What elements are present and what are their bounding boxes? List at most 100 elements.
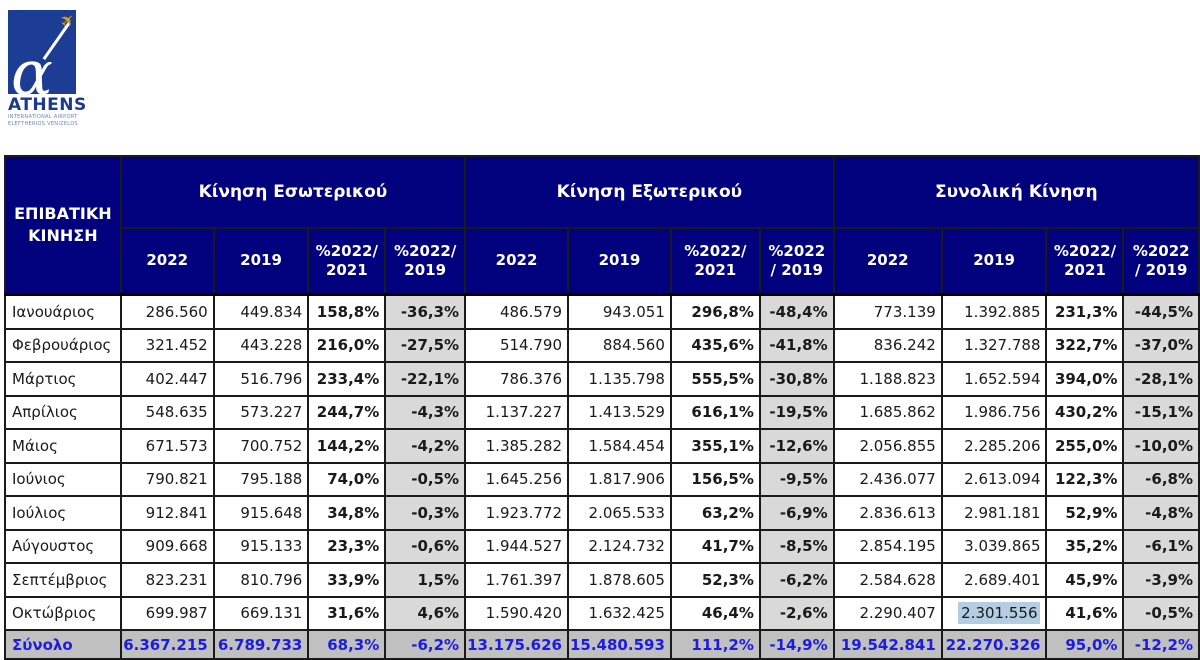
passenger-traffic-table: ΕΠΙΒΑΤΙΚΗ ΚΙΝΗΣΗ Κίνηση Εσωτερικού Κίνηση …: [4, 155, 1200, 660]
value-cell: 1.385.282: [464, 428, 569, 464]
value-cell: 1.590.420: [464, 595, 569, 631]
pct-cell: -6,9%: [758, 495, 835, 531]
row-label: Μάιος: [4, 428, 122, 464]
total-row-label: Σύνολο: [4, 629, 122, 660]
pct-cell: 52,3%: [669, 562, 761, 598]
column-header: %2022 / 2019: [758, 227, 835, 296]
logo-title: ATHENS: [8, 95, 87, 115]
value-cell: 1.986.756: [940, 394, 1048, 430]
pct-cell: 45,9%: [1045, 562, 1125, 598]
value-cell: 1.137.227: [464, 394, 569, 430]
pct-cell: 41,7%: [669, 528, 761, 564]
pct-cell: 41,6%: [1045, 595, 1125, 631]
value-cell: 2.301.556: [940, 595, 1048, 631]
pct-cell: 430,2%: [1045, 394, 1125, 430]
value-cell: 2.290.407: [832, 595, 943, 631]
row-label: Μάρτιος: [4, 361, 122, 397]
total-value-cell: 6.367.215: [119, 629, 215, 660]
value-cell: 321.452: [119, 327, 215, 363]
pct-cell: 23,3%: [307, 528, 387, 564]
alpha-glyph: α: [11, 36, 53, 95]
group-header: Συνολική Κίνηση: [832, 155, 1200, 229]
value-cell: 2.584.628: [832, 562, 943, 598]
pct-cell: 255,0%: [1045, 428, 1125, 464]
row-label: Ιούνιος: [4, 461, 122, 497]
table-row: Οκτώβριος 699.987 669.131 31,6% 4,6% 1.590.42…: [4, 595, 1200, 631]
value-cell: 2.854.195: [832, 528, 943, 564]
logo-subtitle-2: ELEFTHERIOS VENIZELOS: [8, 121, 78, 127]
traffic-table-container: ΕΠΙΒΑΤΙΚΗ ΚΙΝΗΣΗ Κίνηση Εσωτερικού Κίνηση …: [4, 155, 1200, 660]
pct-cell: 231,3%: [1045, 293, 1125, 330]
total-row: Σύνολο 6.367.215 6.789.733 68,3% -6,2% 13.175…: [4, 629, 1200, 660]
pct-cell: 555,5%: [669, 361, 761, 397]
pct-cell: -12,6%: [758, 428, 835, 464]
value-cell: 1.135.798: [566, 361, 672, 397]
value-cell: 2.836.613: [832, 495, 943, 531]
value-cell: 773.139: [832, 293, 943, 330]
pct-cell: 144,2%: [307, 428, 387, 464]
value-cell: 795.188: [212, 461, 310, 497]
row-label: Σεπτέμβριος: [4, 562, 122, 598]
pct-cell: -6,1%: [1122, 528, 1200, 564]
table-row: Σεπτέμβριος 823.231 810.796 33,9% 1,5% 1.761.…: [4, 562, 1200, 598]
row-label: Αύγουστος: [4, 528, 122, 564]
pct-cell: -0,3%: [384, 495, 467, 531]
pct-cell: -3,9%: [1122, 562, 1200, 598]
pct-cell: 394,0%: [1045, 361, 1125, 397]
pct-cell: 63,2%: [669, 495, 761, 531]
group-header: Κίνηση Εσωτερικού: [119, 155, 467, 229]
value-cell: 823.231: [119, 562, 215, 598]
column-header: %2022/ 2021: [307, 227, 387, 296]
value-cell: 1.923.772: [464, 495, 569, 531]
value-cell: 573.227: [212, 394, 310, 430]
pct-cell: 233,4%: [307, 361, 387, 397]
pct-cell: -36,3%: [384, 293, 467, 330]
athens-airport-logo: α ✈ ATHENS INTERNATIONAL AIRPORT ELEFTHE…: [8, 10, 98, 128]
column-header: 2022: [832, 227, 943, 296]
value-cell: 1.632.425: [566, 595, 672, 631]
pct-cell: -0,5%: [384, 461, 467, 497]
pct-cell: 4,6%: [384, 595, 467, 631]
value-cell: 2.981.181: [940, 495, 1048, 531]
table-row: Αύγουστος 909.668 915.133 23,3% -0,6% 1.944.5…: [4, 528, 1200, 564]
table-row: Μάρτιος 402.447 516.796 233,4% -22,1% 786.376…: [4, 361, 1200, 397]
pct-cell: -4,2%: [384, 428, 467, 464]
column-header: 2022: [464, 227, 569, 296]
header-group-row: ΕΠΙΒΑΤΙΚΗ ΚΙΝΗΣΗ Κίνηση Εσωτερικού Κίνηση …: [4, 155, 1200, 296]
pct-cell: -48,4%: [758, 293, 835, 330]
pct-cell: -19,5%: [758, 394, 835, 430]
value-cell: 2.613.094: [940, 461, 1048, 497]
value-cell: 912.841: [119, 495, 215, 531]
pct-cell: -37,0%: [1122, 327, 1200, 363]
row-label: Ιανουάριος: [4, 293, 122, 330]
table-row: Μάιος 671.573 700.752 144,2% -4,2% 1.385.282 1…: [4, 428, 1200, 464]
total-value-cell: 68,3%: [307, 629, 387, 660]
group-header: Κίνηση Εξωτερικού: [464, 155, 835, 229]
pct-cell: 355,1%: [669, 428, 761, 464]
pct-cell: 616,1%: [669, 394, 761, 430]
value-cell: 909.668: [119, 528, 215, 564]
pct-cell: -0,6%: [384, 528, 467, 564]
value-cell: 1.327.788: [940, 327, 1048, 363]
total-value-cell: -6,2%: [384, 629, 467, 660]
pct-cell: 31,6%: [307, 595, 387, 631]
pct-cell: -30,8%: [758, 361, 835, 397]
value-cell: 514.790: [464, 327, 569, 363]
pct-cell: 156,5%: [669, 461, 761, 497]
value-cell: 915.133: [212, 528, 310, 564]
total-value-cell: 13.175.626: [464, 629, 569, 660]
pct-cell: -10,0%: [1122, 428, 1200, 464]
corner-header: ΕΠΙΒΑΤΙΚΗ ΚΙΝΗΣΗ: [4, 155, 122, 296]
pct-cell: 322,7%: [1045, 327, 1125, 363]
pct-cell: -4,3%: [384, 394, 467, 430]
highlighted-value: 2.301.556: [958, 602, 1041, 625]
pct-cell: -2,6%: [758, 595, 835, 631]
plane-icon: ✈: [55, 10, 76, 34]
value-cell: 1.878.605: [566, 562, 672, 598]
row-label: Ιούλιος: [4, 495, 122, 531]
value-cell: 1.645.256: [464, 461, 569, 497]
pct-cell: 52,9%: [1045, 495, 1125, 531]
total-value-cell: 95,0%: [1045, 629, 1125, 660]
pct-cell: -41,8%: [758, 327, 835, 363]
value-cell: 1.652.594: [940, 361, 1048, 397]
